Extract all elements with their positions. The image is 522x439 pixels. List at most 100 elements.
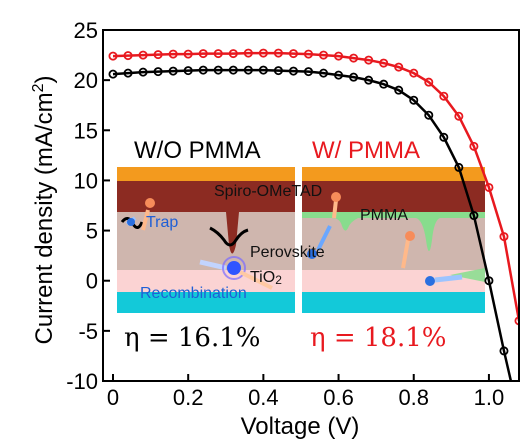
data-point <box>273 66 283 76</box>
cyan-layer-right <box>302 292 485 313</box>
pmma-label: PMMA <box>360 207 408 224</box>
data-point <box>409 68 419 78</box>
data-point <box>243 48 253 58</box>
data-point <box>424 77 434 87</box>
data-point <box>198 65 208 75</box>
efficiency-right: η = 18.1% <box>310 323 447 353</box>
data-point <box>319 50 329 60</box>
data-point <box>108 69 118 79</box>
inset-title-left: W/O PMMA <box>134 137 261 164</box>
data-point <box>258 65 268 75</box>
y-tick-label: 5 <box>86 219 98 244</box>
data-point <box>499 346 509 356</box>
tio2-label: TiO2 <box>250 269 282 287</box>
data-point <box>439 132 449 142</box>
data-point <box>213 65 223 75</box>
data-point <box>394 85 404 95</box>
y-tick-label: 25 <box>74 18 98 43</box>
efficiency-left: η = 16.1% <box>124 323 261 353</box>
series-line-1 <box>112 51 519 322</box>
data-point <box>454 162 464 172</box>
y-axis-label: Current density (mA/cm2) <box>30 76 58 345</box>
y-tick-label: -10 <box>66 369 98 394</box>
series-line-0 <box>112 68 513 381</box>
data-point <box>319 68 329 78</box>
x-tick-label: 0.2 <box>173 385 204 410</box>
x-tick-label: 0 <box>107 385 119 410</box>
x-tick-label: 0.6 <box>323 385 354 410</box>
data-point <box>469 211 479 221</box>
pmma-wedge <box>450 268 485 282</box>
perovskite-label: Perovskite <box>250 244 325 261</box>
carrier-icons <box>125 192 463 290</box>
data-point <box>439 91 449 101</box>
y-tick-label: 20 <box>74 68 98 93</box>
data-point <box>228 65 238 75</box>
data-point <box>288 49 298 59</box>
trap-curve-icon <box>209 226 249 247</box>
cyan-layer-left <box>117 292 295 313</box>
data-point <box>183 66 193 76</box>
data-point <box>168 66 178 76</box>
data-point <box>514 316 519 326</box>
spiro-label: Spiro-OMeTAD <box>214 183 322 200</box>
orange-layer-left <box>117 167 295 181</box>
data-point <box>484 276 494 286</box>
pmma-layer <box>302 212 485 251</box>
data-point <box>138 67 148 77</box>
data-point <box>198 49 208 59</box>
x-tick-label: 0.4 <box>248 385 279 410</box>
trap-label: Trap <box>146 214 178 231</box>
data-point <box>258 48 268 58</box>
data-point <box>243 65 253 75</box>
data-point <box>364 55 374 65</box>
data-point <box>454 111 464 121</box>
inset-title-right: W/ PMMA <box>312 137 420 164</box>
y-tick-label: -5 <box>78 319 98 344</box>
data-point <box>168 49 178 59</box>
data-point <box>364 75 374 85</box>
data-point <box>183 49 193 59</box>
trap-well-left <box>210 212 250 254</box>
data-point <box>409 95 419 105</box>
perovskite-layer-right <box>302 212 485 270</box>
y-tick-label: 0 <box>86 269 98 294</box>
recombination-label: Recombination <box>140 285 247 302</box>
data-point <box>138 50 148 60</box>
data-point <box>123 51 133 61</box>
data-point <box>379 79 389 89</box>
orange-layer-right <box>302 167 485 181</box>
data-point <box>213 49 223 59</box>
data-point <box>515 413 522 420</box>
data-point <box>424 110 434 120</box>
perovskite-layer-left <box>117 212 295 270</box>
data-point <box>273 48 283 58</box>
data-point <box>334 70 344 80</box>
x-tick-label: 1.0 <box>474 385 505 410</box>
data-point <box>108 51 118 61</box>
data-point <box>349 72 359 82</box>
data-point <box>484 182 494 192</box>
device-schematic-inset: W/O PMMA W/ PMMA Spiro-OMeTAD PMMA Trap … <box>117 137 485 353</box>
y-tick-label: 15 <box>74 118 98 143</box>
data-point <box>288 66 298 76</box>
x-axis-label: Voltage (V) <box>241 413 360 439</box>
data-point <box>303 49 313 59</box>
plot-frame <box>102 29 520 382</box>
data-point <box>153 67 163 77</box>
data-point <box>394 62 404 72</box>
data-point <box>228 49 238 59</box>
data-point <box>379 58 389 68</box>
data-point <box>153 50 163 60</box>
tio2-layer-right <box>302 270 485 292</box>
data-point <box>303 67 313 77</box>
spiro-layer-left <box>117 181 295 212</box>
x-tick-label: 0.8 <box>398 385 429 410</box>
data-point <box>499 232 509 242</box>
data-point <box>469 141 479 151</box>
y-tick-label: 10 <box>74 168 98 193</box>
data-point <box>349 53 359 63</box>
data-point <box>123 68 133 78</box>
data-point <box>334 51 344 61</box>
